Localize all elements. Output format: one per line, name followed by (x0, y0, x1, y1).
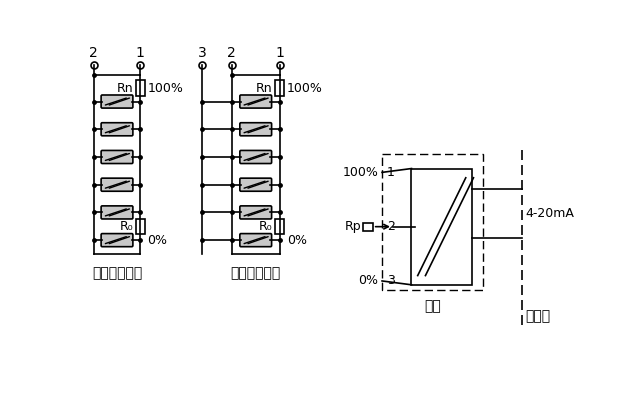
Text: 0%: 0% (287, 234, 307, 247)
FancyBboxPatch shape (411, 169, 472, 285)
Text: 3: 3 (387, 274, 394, 287)
FancyBboxPatch shape (136, 219, 145, 234)
FancyBboxPatch shape (101, 233, 133, 247)
FancyBboxPatch shape (101, 123, 133, 136)
FancyBboxPatch shape (136, 80, 145, 96)
Text: 3: 3 (198, 46, 207, 60)
FancyBboxPatch shape (101, 178, 133, 191)
FancyBboxPatch shape (240, 150, 272, 164)
FancyBboxPatch shape (275, 219, 284, 234)
Text: 0%: 0% (147, 234, 167, 247)
FancyBboxPatch shape (101, 150, 133, 164)
Text: 2: 2 (387, 220, 394, 233)
FancyBboxPatch shape (240, 123, 272, 136)
Text: 1: 1 (136, 46, 145, 60)
Text: 100%: 100% (147, 81, 183, 94)
Text: 2: 2 (227, 46, 236, 60)
Text: 三线制变送器: 三线制变送器 (230, 266, 281, 280)
FancyBboxPatch shape (240, 95, 272, 108)
Text: 2: 2 (90, 46, 98, 60)
FancyBboxPatch shape (275, 80, 284, 96)
Text: Rp: Rp (344, 220, 361, 233)
Text: 4-20mA: 4-20mA (525, 207, 574, 220)
FancyBboxPatch shape (240, 206, 272, 219)
Text: 1: 1 (275, 46, 284, 60)
FancyBboxPatch shape (364, 223, 372, 231)
Text: 0%: 0% (358, 274, 378, 287)
Text: 现场: 现场 (424, 299, 441, 313)
Text: Rn: Rn (116, 81, 133, 94)
Text: 1: 1 (387, 166, 394, 179)
Text: 100%: 100% (287, 81, 322, 94)
FancyBboxPatch shape (101, 95, 133, 108)
Text: 控制室: 控制室 (525, 309, 550, 324)
Text: R₀: R₀ (259, 220, 273, 233)
FancyBboxPatch shape (240, 233, 272, 247)
Text: 二线制变送器: 二线制变送器 (92, 266, 142, 280)
FancyBboxPatch shape (240, 178, 272, 191)
Text: Rn: Rn (256, 81, 273, 94)
FancyBboxPatch shape (101, 206, 133, 219)
Text: R₀: R₀ (120, 220, 133, 233)
Text: 100%: 100% (342, 166, 378, 179)
